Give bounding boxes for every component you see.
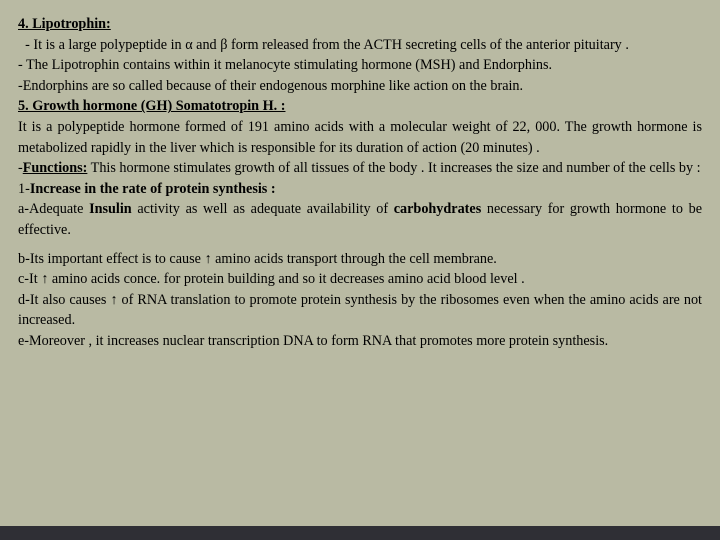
functions-text: This hormone stimulates growth of all ti… bbox=[87, 160, 700, 176]
num-1: 1- bbox=[18, 181, 30, 197]
para-protein-heading: 1-Increase in the rate of protein synthe… bbox=[18, 179, 702, 200]
bottom-bar bbox=[0, 526, 720, 540]
para-e: e-Moreover , it increases nuclear transc… bbox=[18, 331, 702, 352]
para-d: d-It also causes ↑ of RNA translation to… bbox=[18, 290, 702, 331]
heading-growth-hormone: 5. Growth hormone (GH) Somatotropin H. : bbox=[18, 96, 702, 117]
functions-label: Functions: bbox=[23, 160, 88, 176]
para-gh-intro: It is a polypeptide hormone formed of 19… bbox=[18, 117, 702, 158]
protein-heading-text: Increase in the rate of protein synthesi… bbox=[30, 181, 276, 197]
para-lipo-3: -Endorphins are so called because of the… bbox=[18, 76, 702, 97]
a-pre: a-Adequate bbox=[18, 201, 89, 217]
para-b: b-Its important effect is to cause ↑ ami… bbox=[18, 249, 702, 270]
heading-5-text: 5. Growth hormone (GH) Somatotropin H. : bbox=[18, 98, 285, 114]
heading-4-text: 4. Lipotrophin: bbox=[18, 16, 111, 32]
carbs-word: carbohydrates bbox=[394, 201, 481, 217]
para-lipo-2: - The Lipotrophin contains within it mel… bbox=[18, 55, 702, 76]
para-functions: -Functions: This hormone stimulates grow… bbox=[18, 158, 702, 179]
para-c: c-It ↑ amino acids conce. for protein bu… bbox=[18, 269, 702, 290]
slide-body: 4. Lipotrophin: - It is a large polypept… bbox=[18, 14, 702, 352]
a-mid: activity as well as adequate availabilit… bbox=[132, 201, 394, 217]
para-a: a-Adequate Insulin activity as well as a… bbox=[18, 199, 702, 240]
para-lipo-1: - It is a large polypeptide in α and β f… bbox=[18, 35, 702, 56]
heading-lipotrophin: 4. Lipotrophin: bbox=[18, 14, 702, 35]
insulin-word: Insulin bbox=[89, 201, 132, 217]
